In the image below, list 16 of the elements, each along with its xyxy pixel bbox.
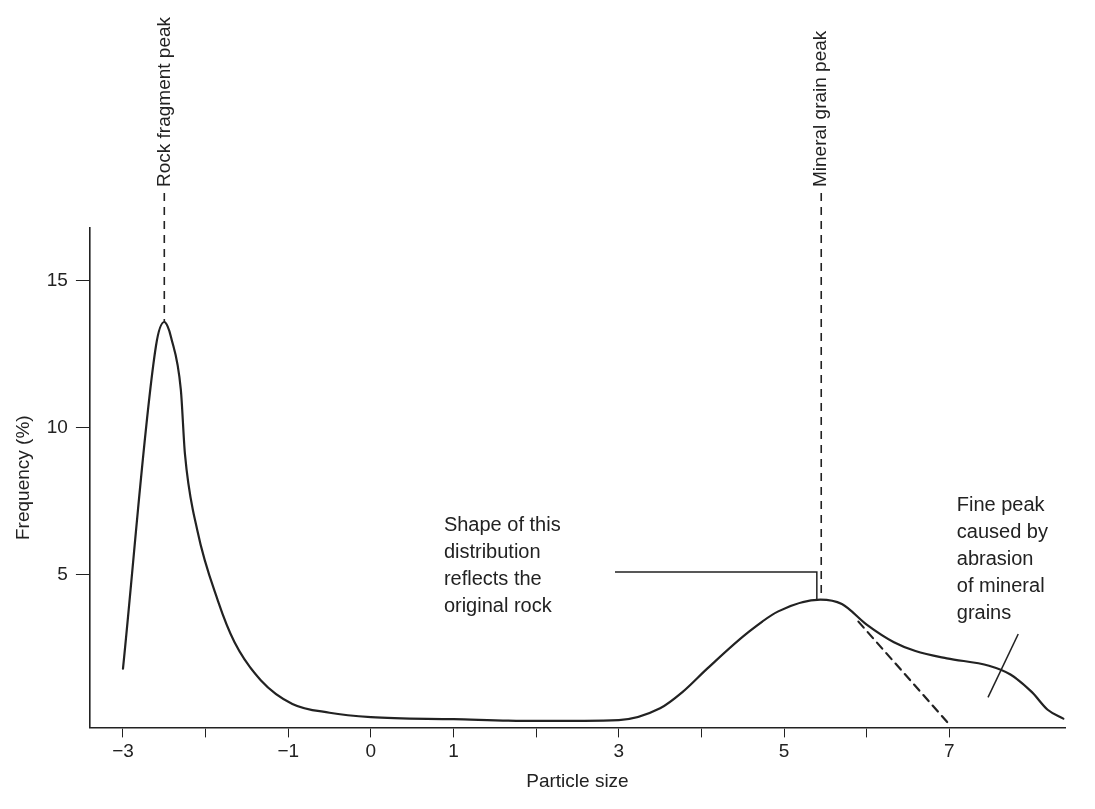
x-tick-label: 1 xyxy=(448,740,459,762)
y-tick-label: 10 xyxy=(46,415,68,437)
x-tick-label: 0 xyxy=(365,740,377,762)
x-tick-label: 7 xyxy=(944,740,955,762)
x-tick-label: −3 xyxy=(112,740,134,762)
x-tick-label: −1 xyxy=(277,740,300,762)
ref-line-label: Mineral grain peak xyxy=(809,30,831,187)
annotation: Fine peak caused by abrasion of mineral grains xyxy=(956,492,1048,623)
y-tick-label: 15 xyxy=(46,269,68,291)
annotation: Shape of this distribution reflects the original rock xyxy=(443,512,561,616)
y-tick-label: 5 xyxy=(57,562,68,584)
ref-line-label: Rock fragment peak xyxy=(152,16,174,187)
y-axis-title: Frequency (%) xyxy=(11,415,33,540)
x-tick-label: 3 xyxy=(613,740,625,762)
x-axis-title: Particle size xyxy=(526,769,629,791)
x-tick-label: 5 xyxy=(778,740,790,762)
